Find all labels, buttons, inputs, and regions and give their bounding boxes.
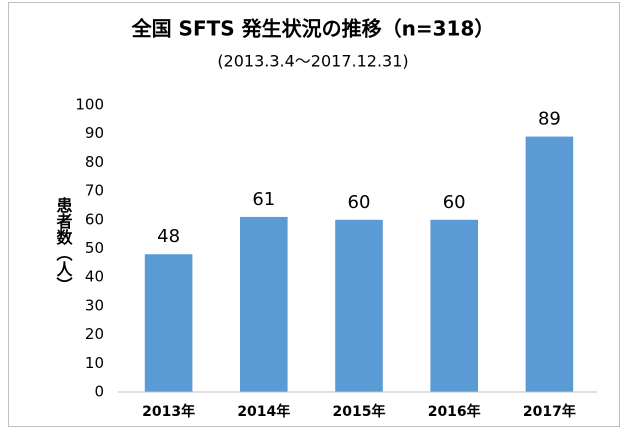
y-tick-label: 10: [85, 354, 104, 372]
y-axis-label: 患者数（人）: [54, 196, 74, 293]
data-label: 61: [252, 189, 275, 210]
data-label: 89: [538, 109, 561, 130]
chart-subtitle: (2013.3.4～2017.12.31): [217, 52, 408, 71]
bar: [144, 254, 193, 392]
x-tick-label: 2014年: [237, 403, 290, 420]
x-tick-label: 2015年: [333, 403, 386, 420]
chart-title: 全国 SFTS 発生状況の推移（n=318）: [131, 17, 495, 41]
y-tick-label: 100: [75, 96, 104, 114]
x-tick-label: 2016年: [428, 403, 481, 420]
chart-frame: [8, 2, 620, 427]
x-tick-label: 2017年: [523, 403, 576, 420]
x-tick-label: 2013年: [142, 403, 195, 420]
bar: [335, 219, 383, 392]
y-tick-label: 70: [85, 182, 104, 200]
y-tick-label: 60: [85, 210, 104, 228]
bar: [525, 136, 574, 392]
data-label: 48: [157, 226, 180, 247]
data-label: 60: [443, 192, 466, 213]
y-tick-label: 20: [85, 325, 104, 343]
y-tick-label: 0: [94, 383, 104, 401]
data-label: 60: [348, 192, 371, 213]
y-tick-label: 50: [85, 239, 104, 257]
y-tick-label: 90: [85, 124, 104, 142]
bar: [430, 219, 478, 392]
y-tick-label: 30: [85, 296, 104, 314]
y-tick-label: 80: [85, 153, 104, 171]
bar: [240, 216, 288, 392]
y-tick-label: 40: [85, 268, 104, 286]
